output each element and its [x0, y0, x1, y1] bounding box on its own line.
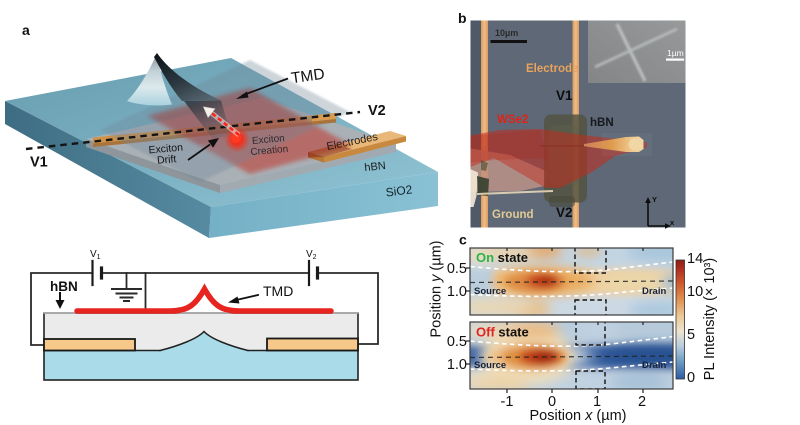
svg-text:Position y (µm): Position y (µm)	[429, 241, 445, 338]
svg-text:1: 1	[593, 394, 601, 410]
svg-text:10: 10	[687, 284, 703, 300]
svg-text:SiO2: SiO2	[385, 182, 414, 199]
svg-text:PL Intensity (× 10³): PL Intensity (× 10³)	[702, 258, 718, 380]
svg-text:On state: On state	[476, 250, 528, 265]
svg-text:Ground: Ground	[492, 209, 534, 221]
svg-text:Source: Source	[474, 360, 506, 371]
svg-text:5: 5	[687, 327, 695, 343]
svg-text:V1: V1	[30, 155, 48, 171]
svg-text:V2: V2	[368, 103, 386, 119]
svg-text:10µm: 10µm	[495, 28, 518, 38]
svg-text:Off state: Off state	[476, 325, 529, 340]
svg-text:0: 0	[687, 370, 695, 386]
svg-text:hBN: hBN	[50, 279, 78, 294]
svg-text:1.0: 1.0	[447, 357, 467, 373]
svg-text:Position x (µm): Position x (µm)	[530, 408, 627, 424]
svg-text:TMD: TMD	[263, 283, 293, 299]
svg-text:Exciton: Exciton	[252, 133, 286, 147]
svg-text:1µm: 1µm	[667, 48, 684, 58]
svg-text:1.0: 1.0	[447, 284, 467, 300]
svg-text:Source: Source	[474, 286, 506, 297]
svg-text:TMD: TMD	[290, 66, 326, 88]
svg-text:Electrode: Electrode	[526, 63, 578, 75]
svg-text:Y: Y	[652, 195, 657, 204]
svg-text:Drain: Drain	[642, 286, 666, 297]
svg-text:V1: V1	[556, 88, 573, 103]
svg-text:WSe2: WSe2	[497, 114, 528, 126]
svg-text:V1: V1	[90, 249, 101, 261]
svg-text:0.5: 0.5	[447, 334, 467, 350]
svg-text:-1: -1	[501, 394, 514, 410]
svg-text:c: c	[459, 232, 467, 248]
svg-text:hBN: hBN	[364, 160, 387, 174]
svg-text:14: 14	[687, 251, 703, 267]
svg-text:Exciton: Exciton	[148, 142, 184, 157]
svg-text:a: a	[22, 22, 30, 38]
svg-text:x: x	[670, 218, 675, 227]
svg-text:Drift: Drift	[157, 153, 177, 167]
svg-text:0.5: 0.5	[447, 261, 467, 277]
svg-text:V2: V2	[556, 205, 573, 220]
svg-text:b: b	[458, 10, 467, 26]
svg-text:Drain: Drain	[642, 360, 666, 371]
svg-text:V2: V2	[306, 249, 317, 261]
svg-text:Creation: Creation	[250, 144, 289, 158]
svg-text:hBN: hBN	[590, 117, 614, 129]
svg-text:0: 0	[548, 394, 556, 410]
svg-text:2: 2	[638, 394, 646, 410]
